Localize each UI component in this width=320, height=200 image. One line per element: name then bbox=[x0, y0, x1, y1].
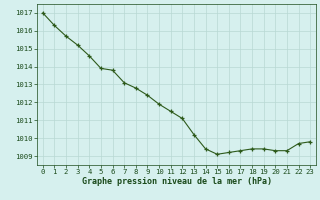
X-axis label: Graphe pression niveau de la mer (hPa): Graphe pression niveau de la mer (hPa) bbox=[82, 177, 271, 186]
